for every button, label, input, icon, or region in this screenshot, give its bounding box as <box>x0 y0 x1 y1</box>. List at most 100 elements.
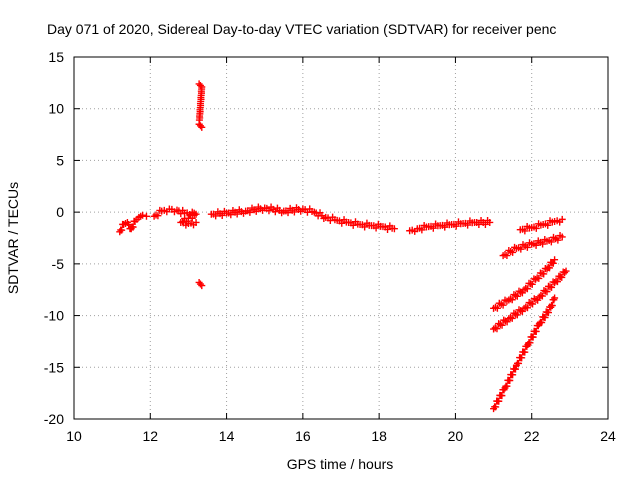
data-point <box>553 278 561 286</box>
data-point <box>506 376 514 384</box>
data-point <box>233 210 241 218</box>
data-point <box>290 208 298 216</box>
data-point <box>538 292 546 300</box>
data-point <box>551 256 559 264</box>
data-point <box>361 223 369 231</box>
data-point <box>551 294 559 302</box>
data-point <box>452 222 460 230</box>
data-point <box>558 215 566 223</box>
data-point <box>512 365 520 373</box>
data-point <box>521 227 529 235</box>
data-point <box>515 359 523 367</box>
series-arc-a <box>116 211 150 236</box>
data-point <box>548 283 556 291</box>
y-tick-label: 0 <box>56 204 64 220</box>
plot-frame <box>73 56 609 420</box>
data-point <box>509 371 517 379</box>
data-point <box>532 224 540 232</box>
data-point <box>539 240 547 248</box>
x-axis-label: GPS time / hours <box>287 456 394 472</box>
data-point <box>532 241 540 249</box>
data-point <box>481 220 489 228</box>
x-tick-label: 10 <box>66 428 82 444</box>
x-tick-label: 14 <box>219 428 235 444</box>
data-point <box>526 339 534 347</box>
data-point <box>227 211 235 219</box>
series-arc-h <box>490 256 559 312</box>
data-point <box>246 208 254 216</box>
data-point <box>535 293 543 301</box>
data-point <box>540 270 548 278</box>
series-arc-g <box>499 232 566 260</box>
data-point <box>548 302 556 310</box>
y-tick-label: -10 <box>44 308 64 324</box>
data-point <box>558 233 566 241</box>
data-point <box>265 207 273 215</box>
data-point <box>523 243 531 251</box>
data-point <box>475 220 483 228</box>
x-tick-label: 12 <box>142 428 158 444</box>
series-arc-f <box>516 215 566 235</box>
data-point <box>349 221 357 229</box>
data-point <box>464 221 472 229</box>
data-point <box>154 212 162 220</box>
data-point <box>499 301 507 309</box>
data-point <box>546 264 554 272</box>
data-point <box>523 304 531 312</box>
data-point <box>508 314 516 322</box>
x-tick-label: 20 <box>448 428 464 444</box>
data-points <box>116 80 570 413</box>
series-arc-b <box>150 205 200 229</box>
data-point <box>118 226 126 234</box>
data-point <box>198 282 206 290</box>
series-arc-e <box>406 216 494 235</box>
data-point <box>561 269 569 277</box>
data-point <box>384 225 392 233</box>
data-point <box>554 236 562 244</box>
data-point <box>528 280 536 288</box>
data-point <box>509 248 517 256</box>
data-point <box>543 288 551 296</box>
data-point <box>498 321 506 329</box>
data-point <box>498 392 506 400</box>
y-tick-label: 5 <box>56 152 64 168</box>
data-point <box>372 224 380 232</box>
y-tick-label: 10 <box>48 101 64 117</box>
data-point <box>338 219 346 227</box>
data-point <box>252 207 260 215</box>
data-point <box>196 280 204 288</box>
data-point <box>503 252 511 260</box>
data-point <box>212 212 220 220</box>
data-point <box>541 314 549 322</box>
x-tick-label: 22 <box>524 428 540 444</box>
series-arc-i <box>490 267 570 333</box>
data-point <box>513 292 521 300</box>
data-point <box>271 208 279 216</box>
data-point <box>129 223 137 231</box>
series-arc-j <box>490 294 559 413</box>
data-point <box>523 285 531 293</box>
data-point <box>196 122 204 130</box>
data-point <box>218 211 226 219</box>
data-point <box>513 311 521 319</box>
data-point <box>486 218 494 226</box>
y-tick-label: -20 <box>44 411 64 427</box>
y-tick-label: -15 <box>44 359 64 375</box>
data-point <box>529 300 537 308</box>
data-point <box>521 348 529 356</box>
y-axis-label: SDTVAR / TECUs <box>5 182 21 294</box>
data-point <box>558 273 566 281</box>
y-tick-label: 15 <box>48 49 64 65</box>
data-point <box>535 274 543 282</box>
data-point <box>529 333 537 341</box>
data-point <box>142 212 150 220</box>
y-tick-label: -5 <box>52 256 65 272</box>
data-point <box>508 296 516 304</box>
data-point <box>429 224 437 232</box>
data-point <box>492 403 500 411</box>
data-point <box>549 259 557 267</box>
series-arc-c <box>195 80 206 290</box>
data-point <box>562 267 570 275</box>
